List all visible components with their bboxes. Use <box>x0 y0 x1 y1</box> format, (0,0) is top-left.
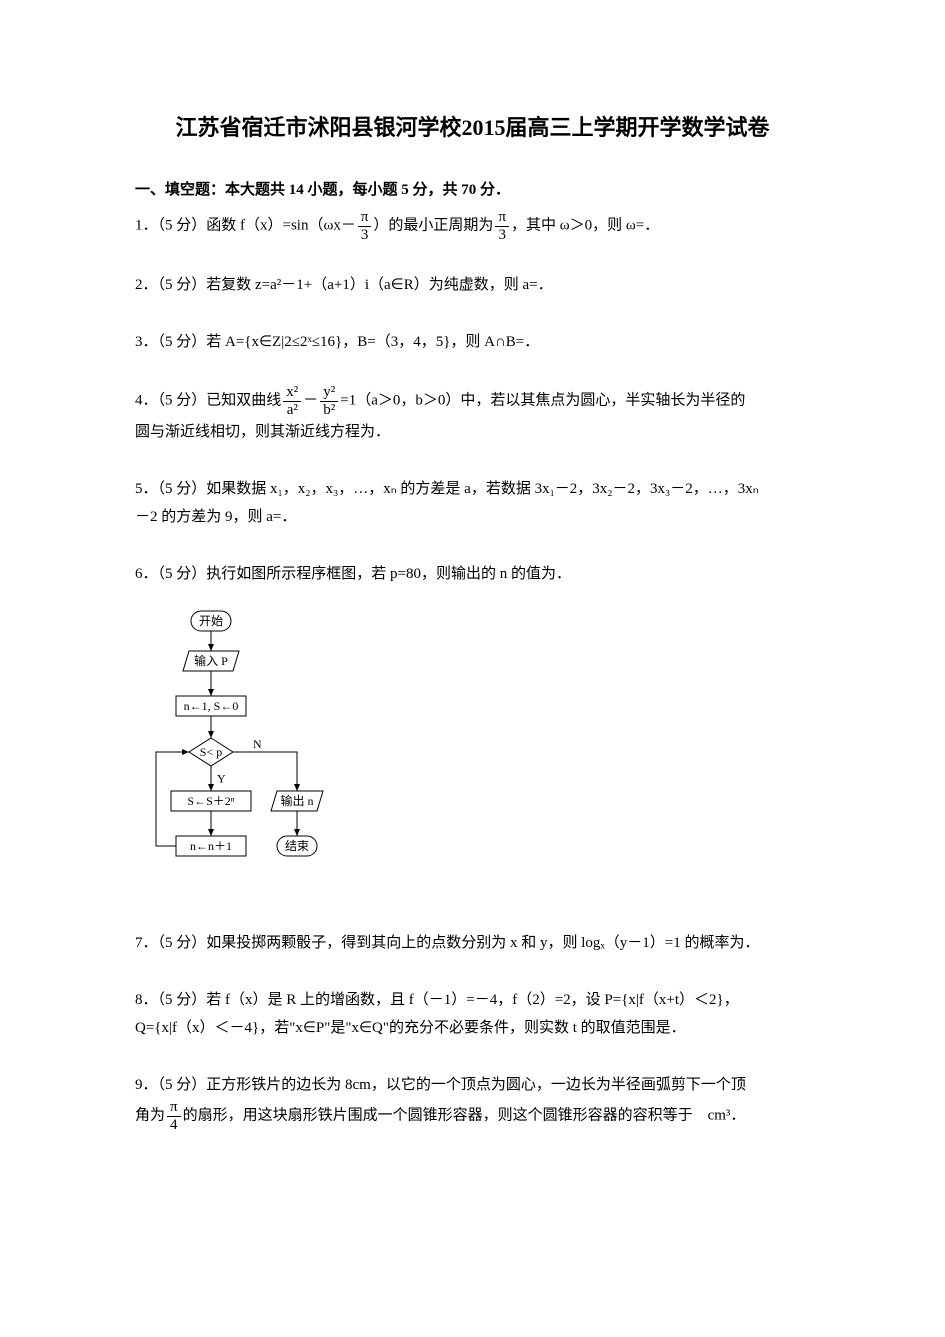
q4-fraction-1: x²a² <box>283 384 301 418</box>
flowchart-svg: Y N 开始输入 P n←1, S←0 S< p S←S＋2ⁿ n←n＋1 输出 n 结束 <box>141 606 331 896</box>
q4-text-mid: =1（a＞0，b＞0）中，若以其焦点为圆心，半实轴长为半径的 <box>340 392 745 408</box>
q8-line2: Q={x|f（x）＜－4}，若"x∈P"是"x∈Q"的充分不必要条件，则实数 t… <box>135 1020 686 1036</box>
svg-text:S< p: S< p <box>200 745 222 759</box>
q9-fraction: π4 <box>167 1099 181 1133</box>
q4-fraction-2: y²b² <box>320 384 338 418</box>
svg-text:Y: Y <box>217 772 226 786</box>
q4-text-pre: 4．（5 分）已知双曲线 <box>135 392 281 408</box>
question-2: 2．（5 分）若复数 z=a²－1+（a+1）i（a∈R）为纯虚数，则 a=． <box>135 271 810 300</box>
svg-text:开始: 开始 <box>199 614 223 628</box>
question-9: 9．（5 分）正方形铁片的边长为 8cm，以它的一个顶点为圆心，一边长为半径画弧… <box>135 1071 810 1134</box>
document-title: 江苏省宿迁市沭阳县银河学校2015届高三上学期开学数学试卷 <box>135 110 810 142</box>
q1-text-pre: 1．（5 分）函数 f（x）=sin（ωx－ <box>135 217 356 233</box>
q4-line2: 圆与渐近线相切，则其渐近线方程为． <box>135 424 390 440</box>
question-7: 7．（5 分）如果投掷两颗骰子，得到其向上的点数分别为 x 和 y，则 logₓ… <box>135 929 810 958</box>
q1-text-post: ，其中 ω＞0，则 ω=． <box>511 217 659 233</box>
svg-text:输出 n: 输出 n <box>280 793 313 808</box>
question-4: 4．（5 分）已知双曲线x²a²－y²b²=1（a＞0，b＞0）中，若以其焦点为… <box>135 384 810 447</box>
page-container: 江苏省宿迁市沭阳县银河学校2015届高三上学期开学数学试卷 一、填空题：本大题共… <box>0 0 945 1221</box>
question-5: 5．（5 分）如果数据 x₁，x₂，x₃，…，xₙ 的方差是 a，若数据 3x₁… <box>135 475 810 532</box>
svg-text:结束: 结束 <box>285 839 309 853</box>
svg-text:n←1, S←0: n←1, S←0 <box>184 699 239 713</box>
question-1: 1．（5 分）函数 f（x）=sin（ωx－π3）的最小正周期为π3，其中 ω＞… <box>135 209 810 243</box>
q4-minus: － <box>303 392 318 408</box>
q1-text-mid: ）的最小正周期为 <box>373 217 493 233</box>
q9-text-post: 的扇形，用这块扇形铁片围成一个圆锥形容器，则这个圆锥形容器的容积等于 cm³． <box>183 1107 746 1123</box>
q9-line1: 9．（5 分）正方形铁片的边长为 8cm，以它的一个顶点为圆心，一边长为半径画弧… <box>135 1077 746 1093</box>
q1-fraction-2: π3 <box>495 209 509 243</box>
q5-line2: －2 的方差为 9，则 a=． <box>135 509 296 525</box>
q1-fraction-1: π3 <box>358 209 372 243</box>
question-8: 8．（5 分）若 f（x）是 R 上的增函数，且 f（－1）=－4，f（2）=2… <box>135 986 810 1043</box>
question-6: 6．（5 分）执行如图所示程序框图，若 p=80，则输出的 n 的值为． <box>135 560 810 589</box>
q8-line1: 8．（5 分）若 f（x）是 R 上的增函数，且 f（－1）=－4，f（2）=2… <box>135 992 739 1008</box>
section-header: 一、填空题：本大题共 14 小题，每小题 5 分，共 70 分． <box>135 178 810 199</box>
svg-text:n←n＋1: n←n＋1 <box>190 839 232 853</box>
flowchart-diagram: Y N 开始输入 P n←1, S←0 S< p S←S＋2ⁿ n←n＋1 输出 n 结束 <box>141 606 810 901</box>
q9-text-pre: 角为 <box>135 1107 165 1123</box>
q5-line1: 5．（5 分）如果数据 x₁，x₂，x₃，…，xₙ 的方差是 a，若数据 3x₁… <box>135 481 759 497</box>
question-3: 3．（5 分）若 A={x∈Z|2≤2ˣ≤16}，B=（3，4，5}，则 A∩B… <box>135 328 810 357</box>
svg-text:N: N <box>253 737 262 751</box>
svg-text:S←S＋2ⁿ: S←S＋2ⁿ <box>187 794 234 808</box>
svg-text:输入 P: 输入 P <box>194 653 228 668</box>
